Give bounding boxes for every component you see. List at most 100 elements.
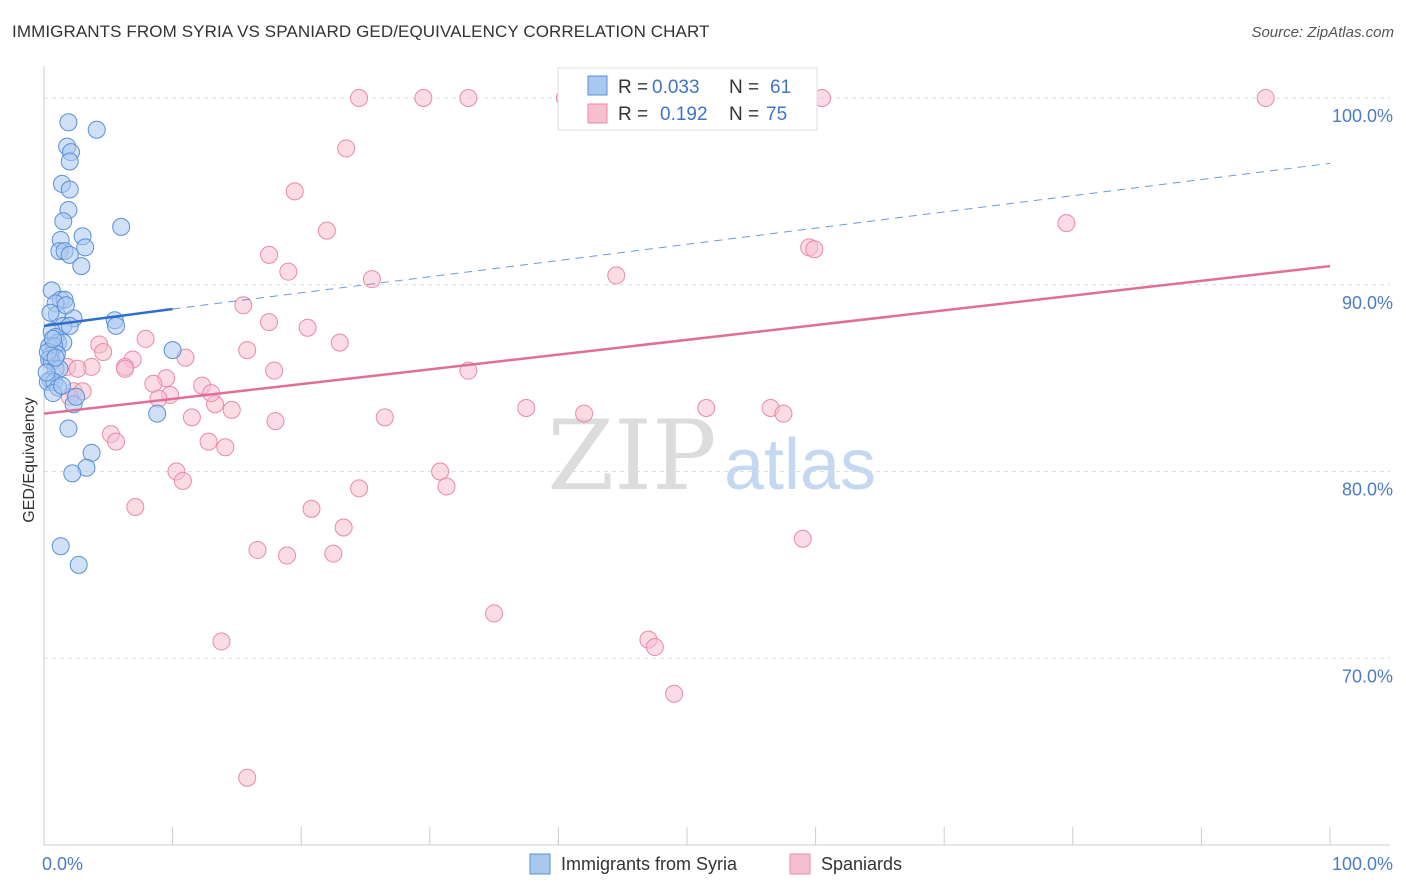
legend-r-value-syria: 0.033: [652, 77, 700, 98]
spaniards-point-2: [459, 89, 478, 108]
y-tick-label-0: 70.0%: [1342, 666, 1393, 686]
y-tick-label-3: 100.0%: [1332, 106, 1393, 126]
spaniards-trend-line: [43, 264, 1331, 415]
syria-points: [37, 113, 182, 574]
x-tick-labels: 0.0% 100.0%: [42, 854, 1393, 874]
y-tick-label-2: 90.0%: [1342, 293, 1393, 313]
spaniards-point-70: [1057, 214, 1076, 233]
series-legend: Immigrants from Syria Spaniards: [529, 853, 902, 875]
spaniards-point-42: [375, 408, 394, 427]
legend-n-value-syria: 61: [770, 77, 791, 98]
syria-trend-extension: [172, 162, 1331, 310]
spaniards-point-28: [68, 359, 87, 378]
spaniards-point-50: [199, 432, 218, 451]
spaniards-point-51: [216, 438, 235, 457]
syria-point-15: [60, 245, 79, 264]
legend-r-label-spain: R =: [618, 104, 648, 125]
syria-point-47: [148, 404, 167, 423]
spaniards-point-61: [278, 546, 297, 565]
spaniards-point-60: [248, 540, 267, 559]
spaniards-point-29: [265, 361, 284, 380]
spaniards-point-71: [805, 240, 824, 259]
watermark-atlas: atlas: [724, 425, 876, 505]
syria-point-26: [60, 316, 79, 335]
spaniards-point-39: [222, 400, 241, 419]
spaniards-point-55: [437, 477, 456, 496]
spaniards-point-13: [607, 266, 626, 285]
spaniards-point-1: [414, 89, 433, 108]
bottom-legend-label-spain: Spaniards: [821, 854, 902, 874]
spaniards-point-67: [665, 684, 684, 703]
syria-point-0: [59, 113, 78, 132]
spaniards-point-16: [260, 313, 279, 332]
trend-lines: [43, 162, 1331, 415]
grid-lines: [44, 97, 1390, 659]
spaniards-point-52: [431, 462, 450, 481]
bottom-legend-swatch-spain: [789, 853, 811, 875]
spaniards-point-64: [485, 604, 504, 623]
spaniards-point-17: [298, 318, 317, 337]
syria-point-8: [54, 212, 73, 231]
spaniards-point-7: [285, 182, 304, 201]
spaniards-point-68: [212, 632, 231, 651]
legend-swatch-spain: [587, 103, 608, 124]
syria-point-51: [63, 464, 82, 483]
legend-n-label-syria: N =: [729, 77, 759, 98]
spaniards-point-11: [279, 262, 298, 281]
syria-point-9: [112, 217, 131, 236]
bottom-legend-label-syria: Immigrants from Syria: [561, 854, 738, 874]
x-tick-label-0: 0.0%: [42, 854, 83, 874]
spaniards-point-32: [144, 374, 163, 393]
y-tick-label-1: 80.0%: [1342, 480, 1393, 500]
spaniards-point-23: [94, 342, 113, 361]
syria-point-1: [87, 120, 106, 139]
syria-point-16: [72, 257, 91, 276]
spaniards-point-56: [350, 479, 369, 498]
syria-point-55: [53, 376, 72, 395]
syria-trend-line: [43, 307, 173, 328]
bottom-legend-swatch-syria: [529, 853, 551, 875]
spaniards-point-62: [324, 544, 343, 563]
spaniards-point-59: [334, 518, 353, 537]
syria-point-22: [41, 303, 60, 322]
syria-point-58: [37, 363, 56, 382]
legend-swatch-syria: [587, 75, 608, 96]
spaniards-point-22: [238, 341, 257, 360]
axes: [43, 66, 1390, 846]
syria-point-12: [76, 238, 95, 257]
syria-point-57: [56, 296, 75, 315]
watermark-zip: ZIP: [547, 400, 716, 512]
spaniards-point-69: [238, 768, 257, 787]
syria-point-6: [60, 180, 79, 199]
y-tick-labels: 70.0% 80.0% 90.0% 100.0%: [1332, 106, 1393, 686]
syria-point-49: [82, 443, 101, 462]
spaniards-point-45: [774, 404, 793, 423]
spaniards-point-43: [575, 404, 594, 423]
spaniards-point-47: [266, 412, 285, 431]
chart-title: IMMIGRANTS FROM SYRIA VS SPANIARD GED/EQ…: [12, 22, 710, 41]
spaniards-point-66: [645, 638, 664, 657]
syria-point-37: [163, 341, 182, 360]
spaniards-point-73: [116, 359, 135, 378]
legend-n-label-spain: N =: [729, 104, 759, 125]
legend-r-value-spain: 0.192: [660, 104, 708, 125]
spaniards-point-41: [697, 399, 716, 418]
spaniards-point-40: [517, 399, 536, 418]
spaniards-point-12: [260, 245, 279, 264]
syria-point-56: [44, 329, 63, 348]
spaniards-point-58: [302, 499, 321, 518]
spaniards-point-14: [362, 270, 381, 289]
syria-point-60: [46, 348, 65, 367]
syria-point-59: [67, 387, 86, 406]
spaniards-point-5: [1256, 89, 1275, 108]
spaniards-point-6: [337, 139, 356, 158]
correlation-legend: R = 0.033 N = 61 R = 0.192 N = 75: [557, 67, 818, 131]
syria-point-27: [107, 316, 126, 335]
spaniards-point-19: [136, 329, 155, 348]
y-axis-label: GED/Equivalency: [21, 397, 38, 522]
spaniards-point-57: [126, 497, 145, 516]
syria-point-48: [59, 419, 78, 438]
spaniards-point-49: [107, 432, 126, 451]
x-tick-label-1: 100.0%: [1332, 854, 1393, 874]
